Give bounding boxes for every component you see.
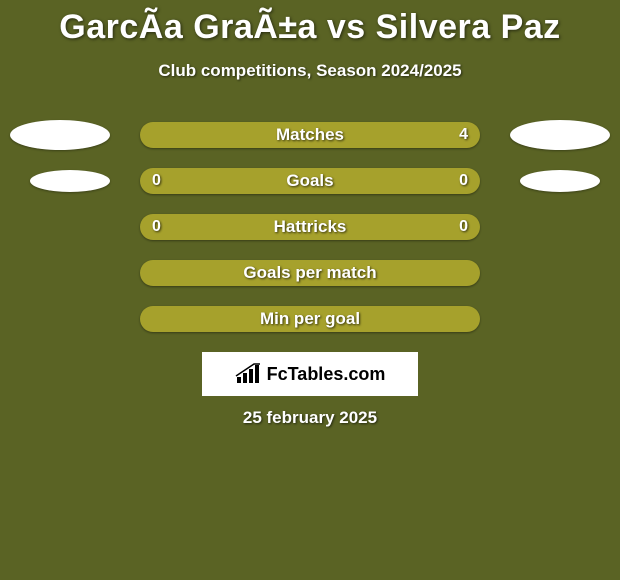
stat-bar: Matches 4 <box>140 122 480 148</box>
stat-metric: Matches <box>140 122 480 148</box>
stat-row: Matches 4 <box>0 122 620 148</box>
stats-rows: Matches 4 0 Goals 0 0 Hattricks 0 Goals … <box>0 122 620 352</box>
stat-row: 0 Goals 0 <box>0 168 620 194</box>
chart-icon <box>235 363 263 385</box>
stat-bar: Min per goal <box>140 306 480 332</box>
stat-right-value: 0 <box>459 214 468 240</box>
stat-right-value: 0 <box>459 168 468 194</box>
stat-row: Goals per match <box>0 260 620 286</box>
brand-box: FcTables.com <box>202 352 418 396</box>
stat-row: Min per goal <box>0 306 620 332</box>
date-label: 25 february 2025 <box>0 408 620 428</box>
stat-bar: 0 Hattricks 0 <box>140 214 480 240</box>
page-title: GarcÃ­a GraÃ±a vs Silvera Paz <box>0 0 620 47</box>
stat-bar: Goals per match <box>140 260 480 286</box>
stat-right-value: 4 <box>459 122 468 148</box>
subtitle: Club competitions, Season 2024/2025 <box>0 61 620 81</box>
stat-metric: Goals <box>140 168 480 194</box>
stat-metric: Hattricks <box>140 214 480 240</box>
brand-text: FcTables.com <box>267 364 386 385</box>
stat-metric: Goals per match <box>140 260 480 286</box>
stat-bar: 0 Goals 0 <box>140 168 480 194</box>
stat-metric: Min per goal <box>140 306 480 332</box>
stat-row: 0 Hattricks 0 <box>0 214 620 240</box>
